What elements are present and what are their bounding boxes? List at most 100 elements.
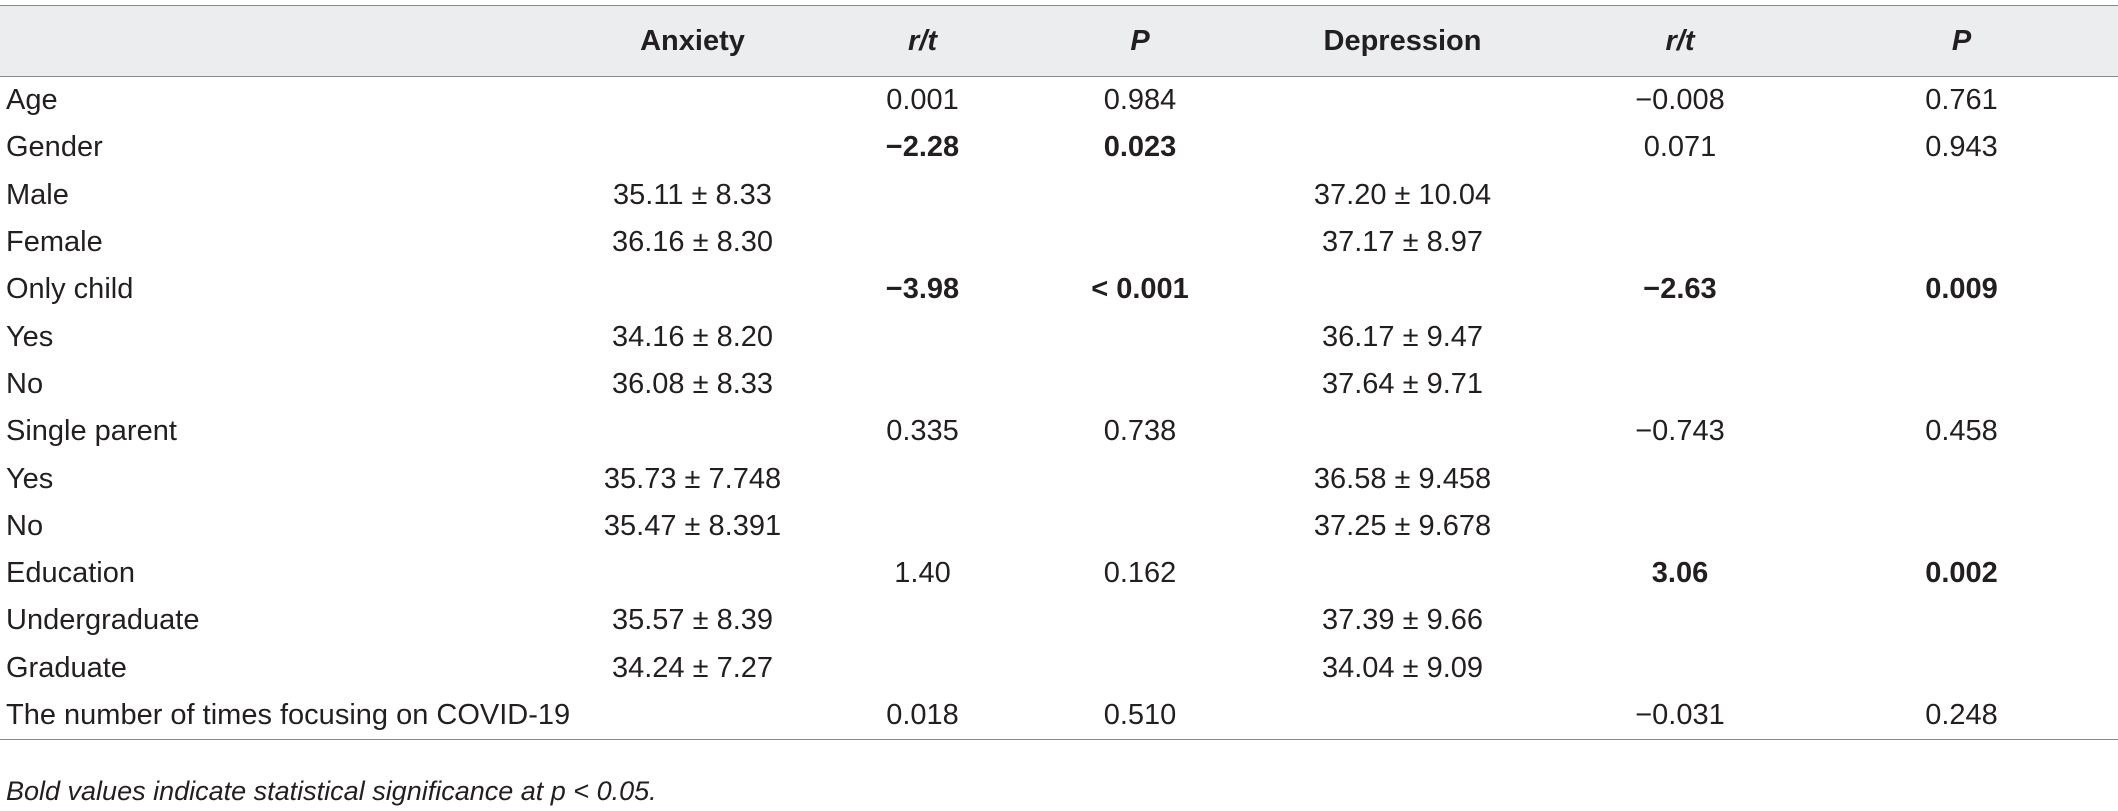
cell-variable: Age	[6, 84, 58, 117]
cell-variable: Gender	[6, 131, 103, 164]
table-row: Yes 35.73 ± 7.748 36.58 ± 9.458	[0, 455, 2118, 502]
cell-depression-rt: −0.743	[1635, 415, 1725, 448]
cell-anxiety-p	[1030, 645, 1250, 692]
table-row: Female 36.16 ± 8.30 37.17 ± 8.97	[0, 219, 2118, 266]
table-row: Graduate 34.24 ± 7.27 34.04 ± 9.09	[0, 645, 2118, 692]
cell-anxiety-rt: 0.335	[886, 415, 959, 448]
table-row: No 36.08 ± 8.33 37.64 ± 9.71	[0, 361, 2118, 408]
cell-depression-rt	[1555, 313, 1805, 360]
cell-depression-rt	[1555, 645, 1805, 692]
cell-depression: 37.39 ± 9.66	[1321, 604, 1484, 637]
cell-depression-rt	[1555, 503, 1805, 550]
cell-depression-p	[1805, 503, 2118, 550]
cell-depression-p	[1805, 219, 2118, 266]
cell-variable: The number of times focusing on COVID-19	[0, 691, 570, 741]
cell-anxiety: 34.24 ± 7.27	[611, 651, 774, 684]
cell-depression	[1250, 408, 1555, 455]
cell-variable: Female	[6, 226, 103, 259]
cell-anxiety-p: 0.984	[1103, 84, 1177, 117]
cell-anxiety-rt	[815, 172, 1030, 219]
cell-depression-p: 0.761	[1925, 84, 1998, 117]
header-depression-rt: r/t	[1555, 5, 1805, 77]
table-row: Only child −3.98 < 0.001 −2.63 0.009	[0, 266, 2118, 313]
cell-anxiety	[570, 550, 815, 597]
header-variable	[0, 5, 570, 77]
cell-anxiety-p	[1030, 361, 1250, 408]
cell-anxiety-rt	[815, 219, 1030, 266]
cell-variable: Education	[6, 557, 135, 590]
cell-depression-rt	[1555, 455, 1805, 502]
cell-depression-p: 0.009	[1925, 273, 1998, 306]
cell-anxiety	[570, 408, 815, 455]
table-row: Undergraduate 35.57 ± 8.39 37.39 ± 9.66	[0, 597, 2118, 644]
cell-anxiety-p: 0.162	[1103, 557, 1177, 590]
cell-anxiety: 36.16 ± 8.30	[611, 226, 774, 259]
cell-variable: No	[6, 367, 44, 400]
cell-anxiety	[570, 691, 815, 741]
cell-anxiety: 36.08 ± 8.33	[611, 367, 774, 400]
cell-variable: Single parent	[6, 415, 177, 448]
cell-depression-p	[1805, 361, 2118, 408]
cell-variable: Yes	[6, 320, 54, 353]
cell-depression-rt: −0.031	[1555, 691, 1805, 741]
cell-depression: 34.04 ± 9.09	[1321, 651, 1484, 684]
cell-depression-rt: 3.06	[1651, 557, 1709, 590]
cell-anxiety-rt: 0.001	[886, 84, 959, 117]
cell-anxiety-p: < 0.001	[1091, 273, 1189, 306]
cell-depression: 36.17 ± 9.47	[1321, 320, 1484, 353]
header-anxiety-p: P	[1030, 5, 1250, 77]
cell-depression: 37.64 ± 9.71	[1321, 367, 1484, 400]
cell-anxiety-rt: −2.28	[885, 131, 960, 164]
cell-anxiety-p	[1030, 219, 1250, 266]
table-row: Male 35.11 ± 8.33 37.20 ± 10.04	[0, 172, 2118, 219]
table-footnote: Bold values indicate statistical signifi…	[6, 776, 657, 806]
cell-anxiety	[570, 124, 815, 171]
cell-depression	[1250, 691, 1555, 741]
cell-depression-rt: 0.071	[1643, 131, 1717, 164]
cell-anxiety-p	[1030, 597, 1250, 644]
cell-depression	[1250, 124, 1555, 171]
cell-depression-p	[1805, 313, 2118, 360]
cell-anxiety: 35.57 ± 8.39	[611, 604, 774, 637]
cell-depression-rt: −0.008	[1635, 84, 1725, 117]
cell-anxiety: 35.47 ± 8.391	[603, 509, 782, 542]
cell-depression-rt	[1555, 172, 1805, 219]
cell-depression: 37.25 ± 9.678	[1313, 509, 1492, 542]
cell-depression-rt	[1555, 219, 1805, 266]
cell-variable: Yes	[6, 462, 54, 495]
header-anxiety: Anxiety	[570, 5, 815, 77]
cell-depression-rt: −2.63	[1643, 273, 1717, 306]
cell-anxiety-rt: −3.98	[885, 273, 960, 306]
table-row: Education 1.40 0.162 3.06 0.002	[0, 550, 2118, 597]
cell-variable: Undergraduate	[6, 604, 200, 637]
table-row: Yes 34.16 ± 8.20 36.17 ± 9.47	[0, 313, 2118, 360]
cell-anxiety-p	[1030, 503, 1250, 550]
cell-anxiety-p	[1030, 455, 1250, 502]
cell-anxiety-p: 0.738	[1103, 415, 1177, 448]
cell-anxiety	[570, 266, 815, 313]
header-depression-p: P	[1805, 5, 2118, 77]
cell-depression	[1250, 550, 1555, 597]
cell-depression: 37.17 ± 8.97	[1321, 226, 1484, 259]
cell-anxiety: 35.73 ± 7.748	[603, 462, 782, 495]
cell-depression-rt	[1555, 597, 1805, 644]
cell-anxiety-p: 0.510	[1030, 691, 1250, 741]
cell-depression-p: 0.002	[1925, 557, 1998, 590]
cell-depression	[1250, 77, 1555, 125]
cell-depression-p	[1805, 597, 2118, 644]
cell-anxiety: 35.11 ± 8.33	[613, 178, 772, 211]
cell-anxiety-rt	[815, 503, 1030, 550]
cell-anxiety-p: 0.023	[1103, 131, 1177, 164]
header-row: Anxiety r/t P Depression r/t P	[0, 5, 2118, 77]
cell-depression: 37.20 ± 10.04	[1313, 178, 1492, 211]
table-body: Age 0.001 0.984 −0.008 0.761 Gender −2.28 0.023…	[0, 77, 2118, 741]
header-anxiety-rt: r/t	[815, 5, 1030, 77]
cell-anxiety-rt	[815, 455, 1030, 502]
cell-anxiety-rt: 1.40	[894, 557, 951, 590]
table-row: Gender −2.28 0.023 0.071 0.943	[0, 124, 2118, 171]
cell-variable: Male	[6, 178, 69, 211]
cell-depression-rt	[1555, 361, 1805, 408]
cell-depression-p	[1805, 645, 2118, 692]
cell-anxiety	[570, 77, 815, 125]
